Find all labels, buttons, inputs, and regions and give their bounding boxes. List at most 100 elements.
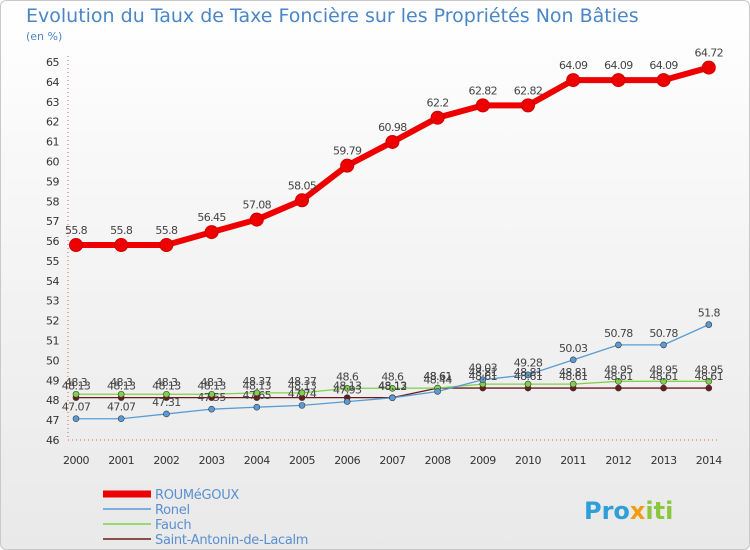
y-tick-label: 58 bbox=[46, 195, 59, 208]
data-point bbox=[656, 73, 671, 88]
data-label: 59.79 bbox=[333, 145, 362, 158]
data-point bbox=[253, 403, 261, 411]
data-label: 48.61 bbox=[423, 370, 452, 383]
data-label: 48.81 bbox=[559, 366, 588, 379]
data-point bbox=[611, 73, 626, 88]
data-point bbox=[705, 384, 713, 392]
data-point bbox=[340, 158, 355, 173]
x-tick-label: 2006 bbox=[334, 454, 360, 467]
legend-label: Fauch bbox=[155, 518, 191, 533]
data-point bbox=[117, 415, 125, 423]
x-tick-label: 2009 bbox=[470, 454, 496, 467]
x-tick-label: 2011 bbox=[560, 454, 586, 467]
data-label: 48.13 bbox=[152, 380, 181, 393]
data-point bbox=[208, 390, 215, 398]
data-point bbox=[298, 389, 306, 397]
data-label: 51.8 bbox=[698, 307, 721, 320]
data-point bbox=[615, 384, 622, 392]
data-point bbox=[204, 225, 219, 240]
data-label: 48.13 bbox=[288, 380, 317, 393]
x-tick-label: 2013 bbox=[651, 454, 677, 467]
data-label: 64.09 bbox=[649, 59, 678, 72]
data-label: 48.44 bbox=[423, 373, 452, 386]
data-label: 58.05 bbox=[288, 179, 317, 192]
data-label: 48.81 bbox=[469, 366, 498, 379]
data-label: 48.13 bbox=[378, 380, 407, 393]
series-line bbox=[76, 64, 710, 249]
data-point bbox=[253, 389, 261, 397]
chart-subtitle: (en %) bbox=[26, 30, 63, 43]
x-tick-label: 2002 bbox=[153, 454, 179, 467]
data-point bbox=[524, 380, 532, 388]
legend-label: ROUMéGOUX bbox=[155, 488, 239, 503]
data-label: 48.13 bbox=[333, 380, 362, 393]
data-point bbox=[295, 193, 309, 208]
data-label: 64.09 bbox=[604, 59, 633, 72]
y-tick-label: 61 bbox=[46, 136, 59, 149]
data-point bbox=[385, 134, 400, 149]
data-point bbox=[434, 388, 441, 395]
data-point bbox=[660, 341, 667, 349]
x-tick-label: 2001 bbox=[108, 454, 134, 467]
data-label: 49.03 bbox=[469, 362, 498, 375]
data-label: 48.95 bbox=[649, 363, 678, 376]
data-point bbox=[569, 356, 577, 364]
data-point bbox=[69, 238, 83, 253]
data-point bbox=[479, 376, 487, 384]
y-tick-label: 57 bbox=[46, 215, 59, 228]
data-label: 47.07 bbox=[107, 401, 136, 414]
y-tick-label: 46 bbox=[46, 434, 59, 447]
data-label: 48.3 bbox=[65, 376, 88, 389]
y-tick-label: 47 bbox=[46, 414, 59, 427]
logo-middle: x bbox=[630, 497, 646, 525]
legend-label: Saint-Antonin-de-Lacalm bbox=[155, 533, 308, 548]
data-label: 48.3 bbox=[110, 376, 133, 389]
data-label: 48.13 bbox=[243, 380, 272, 393]
y-tick-label: 52 bbox=[46, 315, 59, 328]
data-label: 48.13 bbox=[62, 380, 91, 393]
data-label: 62.82 bbox=[469, 84, 498, 97]
data-label: 49.28 bbox=[514, 357, 543, 370]
data-label: 50.78 bbox=[604, 327, 633, 340]
data-label: 48.61 bbox=[559, 370, 588, 383]
data-point bbox=[117, 390, 125, 398]
y-tick-label: 53 bbox=[46, 295, 59, 308]
data-point bbox=[72, 390, 80, 398]
data-label: 48.3 bbox=[201, 376, 224, 389]
y-tick-label: 60 bbox=[46, 155, 59, 168]
data-label: 48.61 bbox=[469, 370, 498, 383]
data-point bbox=[389, 394, 396, 402]
data-point bbox=[163, 390, 170, 398]
data-label: 48.95 bbox=[604, 363, 633, 376]
y-tick-label: 59 bbox=[46, 175, 59, 188]
data-point bbox=[660, 384, 667, 392]
data-label: 47.31 bbox=[152, 396, 181, 409]
data-label: 55.8 bbox=[65, 224, 88, 237]
data-label: 48.12 bbox=[378, 380, 407, 393]
x-tick-label: 2005 bbox=[289, 454, 315, 467]
data-point bbox=[705, 378, 713, 385]
chart-title: Evolution du Taux de Taxe Foncière sur l… bbox=[26, 5, 639, 27]
data-point bbox=[615, 341, 622, 349]
data-label: 48.81 bbox=[514, 366, 543, 379]
data-label: 64.72 bbox=[695, 47, 724, 60]
x-tick-label: 2007 bbox=[379, 454, 405, 467]
x-tick-label: 2003 bbox=[199, 454, 225, 467]
data-label: 48.61 bbox=[514, 370, 543, 383]
data-point bbox=[343, 384, 351, 392]
data-label: 47.07 bbox=[62, 401, 91, 414]
data-point bbox=[389, 384, 396, 392]
data-label: 50.78 bbox=[649, 327, 678, 340]
axes: 46 47 48 49 50 51 52 53 54 55 56 57 58 59 60 61 62 63 64 65… bbox=[46, 56, 723, 467]
data-label: 47.55 bbox=[197, 391, 226, 404]
data-label: 48.37 bbox=[288, 375, 317, 388]
data-point bbox=[660, 378, 667, 385]
data-point bbox=[524, 371, 532, 379]
y-tick-label: 50 bbox=[46, 354, 59, 367]
x-tick-label: 2000 bbox=[63, 454, 89, 467]
series-layer bbox=[69, 60, 716, 423]
data-point bbox=[521, 98, 535, 113]
y-tick-label: 56 bbox=[46, 235, 59, 248]
data-label: 48.61 bbox=[695, 370, 724, 383]
